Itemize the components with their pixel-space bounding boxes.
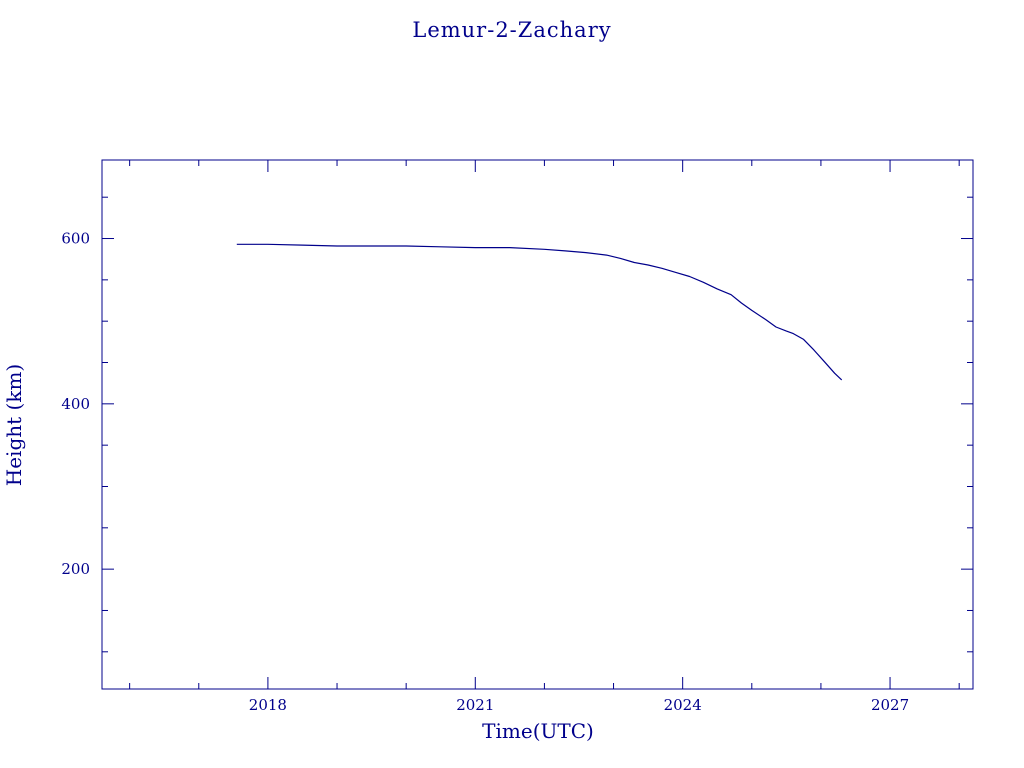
x-tick-label: 2018 (249, 696, 287, 714)
x-axis-ticks (129, 160, 960, 689)
x-axis-label: Time(UTC) (482, 719, 594, 743)
y-axis-label: Height (km) (2, 364, 26, 486)
chart-title: Lemur-2-Zachary (412, 18, 611, 42)
y-tick-label: 200 (61, 560, 90, 578)
x-axis-tick-labels: 2018 2021 2024 2027 (249, 696, 909, 714)
x-tick-label: 2021 (456, 696, 494, 714)
y-axis-ticks (102, 196, 973, 653)
x-tick-label: 2027 (871, 696, 909, 714)
x-tick-label: 2024 (664, 696, 702, 714)
y-tick-label: 600 (61, 230, 90, 248)
plot-frame (101, 159, 974, 690)
y-axis-tick-labels: 200 400 600 (61, 230, 90, 579)
y-tick-label: 400 (61, 395, 90, 413)
height-series-line (236, 243, 843, 381)
